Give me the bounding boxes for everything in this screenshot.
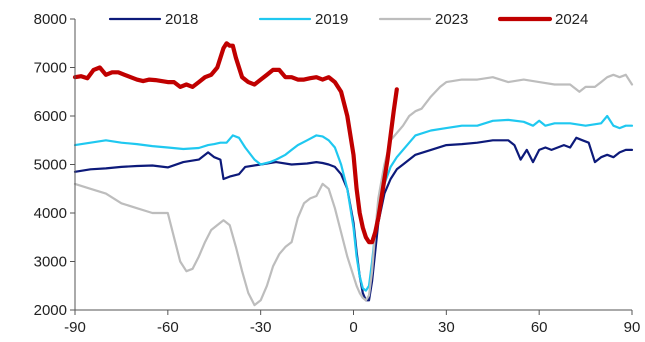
x-tick-label: 30 (438, 319, 455, 336)
x-tick-label: -90 (64, 319, 86, 336)
y-tick-label: 4000 (34, 205, 67, 222)
legend-label-2023: 2023 (435, 11, 468, 28)
x-tick-label: 90 (624, 319, 641, 336)
series-line-2018 (73, 136, 634, 302)
series-line-2024 (72, 41, 399, 245)
series-line-2023 (73, 73, 634, 307)
x-tick-label: -30 (250, 319, 272, 336)
legend-label-2019: 2019 (315, 11, 348, 28)
legend-label-2024: 2024 (555, 11, 588, 28)
x-tick-label: 60 (531, 319, 548, 336)
legend: 2018 2019 2023 2024 (108, 11, 588, 28)
x-tick-label: -60 (157, 319, 179, 336)
x-tick-label: 0 (349, 319, 357, 336)
legend-label-2018: 2018 (165, 11, 198, 28)
y-tick-label: 8000 (34, 11, 67, 28)
y-tick-label: 7000 (34, 60, 67, 77)
y-tick-label: 2000 (34, 302, 67, 319)
y-tick-label: 3000 (34, 254, 67, 271)
series-layer (72, 41, 634, 307)
y-tick-label: 5000 (34, 157, 67, 174)
axes-layer: 2000 3000 4000 5000 6000 7000 8000 -90 -60 -30 0 30… (34, 11, 641, 336)
y-tick-label: 6000 (34, 108, 67, 125)
series-line-2019 (73, 114, 634, 292)
